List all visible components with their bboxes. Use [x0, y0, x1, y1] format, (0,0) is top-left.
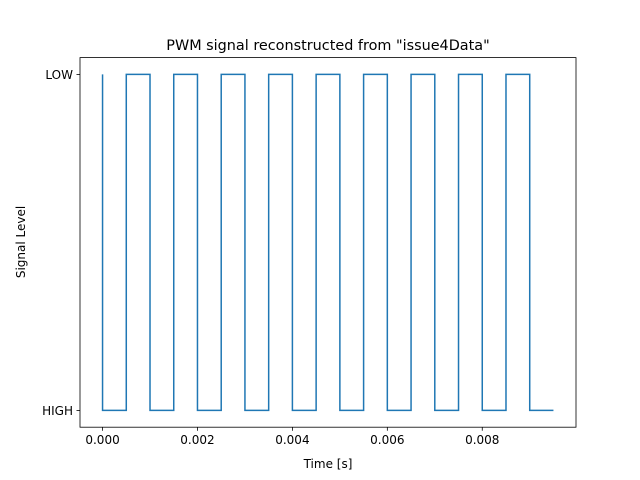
- x-axis: 0.000 0.002 0.004 0.006 0.008: [85, 427, 499, 447]
- y-tick-label: LOW: [45, 68, 73, 82]
- plot-area: [101, 73, 554, 412]
- x-tick-label: 0.004: [275, 433, 309, 447]
- x-tick-label: 0.006: [370, 433, 404, 447]
- x-tick-label: 0.008: [465, 433, 499, 447]
- y-tick-label: HIGH: [42, 404, 73, 418]
- x-tick-label: 0.000: [85, 433, 119, 447]
- chart-title: PWM signal reconstructed from "issue4Dat…: [166, 38, 489, 54]
- x-tick-label: 0.002: [180, 433, 214, 447]
- signal-line-0: [101, 73, 554, 412]
- axes-frame: [79, 57, 577, 428]
- y-axis-label: Signal Level: [14, 206, 28, 278]
- x-axis-label: Time [s]: [303, 457, 353, 471]
- y-axis: HIGH LOW: [42, 68, 80, 418]
